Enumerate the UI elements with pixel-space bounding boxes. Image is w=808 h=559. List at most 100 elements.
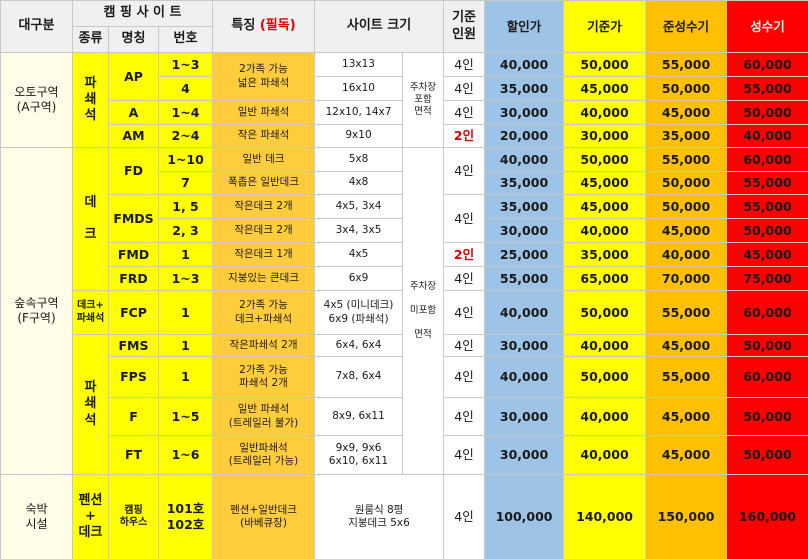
price-cell: 55,000 [645, 356, 728, 398]
kind-cell: 데크+ 파쇄석 [72, 290, 109, 335]
division-cell: 숲속구역 (F구역) [0, 147, 73, 475]
number-cell: 1 [157, 290, 214, 335]
number-cell: 1~3 [157, 266, 214, 291]
feature-note: (필독) [259, 18, 296, 34]
capacity-cell: 4인 [443, 397, 486, 436]
size-cell: 9x9, 9x6 6x10, 6x11 [314, 435, 404, 475]
name-cell: FMS [108, 334, 159, 357]
price-cell: 55,000 [645, 52, 728, 77]
name-cell: FT [108, 435, 159, 475]
name-cell: AM [108, 124, 159, 148]
price-cell: 35,000 [645, 124, 728, 148]
price-cell: 40,000 [563, 100, 647, 125]
feature-cell: 작은 파쇄석 [212, 124, 316, 148]
table-row: FMDS 1, 5 작은데크 2개 4x5, 3x4 4인 35,000 45,000 50,… [1, 194, 808, 243]
size-cell: 4x8 [314, 171, 404, 195]
number-cell: 1 [157, 242, 214, 267]
table-row: 4 16x10 4인 35,000 45,000 50,000 55,000 [1, 76, 808, 101]
price-header: 준성수기 [645, 0, 728, 53]
price-cell: 20,000 [484, 124, 565, 148]
number-cell: 1~4 [157, 100, 214, 125]
feature-cell: 펜션+일반데크 (바베큐장) [212, 474, 316, 559]
price-cell: 140,000 [563, 474, 647, 559]
number-cell: 2~4 [157, 124, 214, 148]
number-cell: 1, 5 [157, 194, 214, 219]
division-header: 대구분 [0, 0, 73, 53]
table-row: F 1~5 일반 파쇄석 (트레일러 불가) 8x9, 6x11 4인 30,000 40,… [1, 397, 808, 436]
campsite-header: 캠 핑 사 이 트 [71, 0, 214, 27]
capacity-cell: 4인 [443, 356, 486, 398]
number-cell: 1~3 [157, 52, 214, 77]
table-row: 파 쇄 석 FMS 1 작은파쇄석 2개 6x4, 6x4 4인 30,000 40,000 4… [1, 334, 808, 475]
name-cell: F [108, 397, 159, 436]
price-cell: 50,000 [726, 435, 808, 475]
feature-cell: 지붕있는 큰데크 [212, 266, 316, 291]
table-row: 데크+ 파쇄석 FCP 1 2가족 가능 데크+파쇄석 4x5 (미니데크) 6x9 (… [1, 290, 808, 335]
price-cell: 45,000 [645, 334, 728, 357]
price-cell: 50,000 [563, 52, 647, 77]
feature-cell: 일반파쇄석 (트레일러 가능) [212, 435, 316, 475]
number-cell: 1 [157, 356, 214, 398]
number-cell: 1 [157, 334, 214, 357]
table-row: 오토구역 (A구역) 파 쇄 석 AP 1~3 2가족 가능 넓은 파쇄석 13x13 주차… [0, 52, 808, 148]
price-cell: 35,000 [484, 194, 565, 219]
division-cell: 숙박 시설 [0, 474, 73, 559]
size-cell: 4x5 (미니데크) 6x9 (파쇄석) [314, 290, 404, 335]
name-cell: FPS [108, 356, 159, 398]
name-cell: FRD [108, 266, 159, 291]
price-cell: 50,000 [726, 100, 808, 125]
capacity-header: 기준 인원 [443, 0, 486, 53]
name-cell: 캠핑 하우스 [108, 474, 159, 559]
size-cell: 3x4, 3x5 [314, 218, 404, 243]
table-body: 오토구역 (A구역) 파 쇄 석 AP 1~3 2가족 가능 넓은 파쇄석 13x13 주차… [0, 52, 808, 559]
number-cell: 1~6 [157, 435, 214, 475]
price-cell: 75,000 [726, 266, 808, 291]
price-cell: 55,000 [645, 147, 728, 172]
number-cell: 4 [157, 76, 214, 101]
feature-header: 특징 (필독) [212, 0, 316, 53]
parking-cell: 주차장 미포함 면적 [402, 147, 445, 475]
capacity-cell: 4인 [443, 334, 486, 357]
capacity-cell: 4인 [443, 100, 486, 125]
price-cell: 50,000 [645, 76, 728, 101]
price-cell: 50,000 [645, 171, 728, 195]
price-cell: 35,000 [484, 171, 565, 195]
kind-cell: 펜션 + 데크 [72, 474, 109, 559]
kind-cell: 파 쇄 석 [72, 334, 109, 475]
feature-cell: 작은데크 2개 [212, 218, 316, 243]
feature-cell: 2가족 가능 파쇄석 2개 [212, 356, 316, 398]
feature-cell: 일반 파쇄석 [212, 100, 316, 125]
number-cell: 7 [157, 171, 214, 195]
price-cell: 50,000 [563, 147, 647, 172]
table-row: 숙박 시설 펜션 + 데크 캠핑 하우스 101호 102호 펜션+일반데크 (바베큐장… [0, 474, 808, 559]
kind-cell: 파 쇄 석 [72, 52, 109, 148]
price-cell: 40,000 [484, 356, 565, 398]
capacity-cell: 4인 [443, 474, 486, 559]
price-header: 성수기 [726, 0, 808, 53]
table-row: 숲속구역 (F구역) 데 크 FD 1~10 일반 데크 5x8 주차장 미포함 면적 4인 4… [0, 147, 808, 475]
price-cell: 40,000 [563, 397, 647, 436]
name-cell: FD [108, 147, 159, 195]
price-cell: 45,000 [645, 100, 728, 125]
table-row: FMD 1 작은데크 1개 4x5 2인 25,000 35,000 40,000 45,000 [1, 242, 808, 267]
price-cell: 35,000 [563, 242, 647, 267]
capacity-cell: 2인 [443, 242, 486, 267]
size-cell: 원룸식 8평 지붕데크 5x6 [314, 474, 445, 559]
size-cell: 4x5, 3x4 [314, 194, 404, 219]
price-cell: 160,000 [726, 474, 808, 559]
capacity-cell: 4인 [443, 147, 486, 195]
price-header: 기준가 [563, 0, 647, 53]
table-row: AM 2~4 작은 파쇄석 9x10 2인 20,000 30,000 35,000 40,00… [1, 124, 808, 148]
price-cell: 150,000 [645, 474, 728, 559]
price-cell: 55,000 [726, 76, 808, 101]
size-cell: 5x8 [314, 147, 404, 172]
name-header: 명칭 [108, 26, 159, 53]
name-cell: AP [108, 52, 159, 101]
price-cell: 50,000 [726, 397, 808, 436]
price-cell: 40,000 [726, 124, 808, 148]
price-cell: 50,000 [726, 218, 808, 243]
table-row: FT 1~6 일반파쇄석 (트레일러 가능) 9x9, 9x6 6x10, 6x11 4… [1, 435, 808, 475]
size-cell: 9x10 [314, 124, 404, 148]
price-cell: 50,000 [563, 290, 647, 335]
price-cell: 55,000 [645, 290, 728, 335]
